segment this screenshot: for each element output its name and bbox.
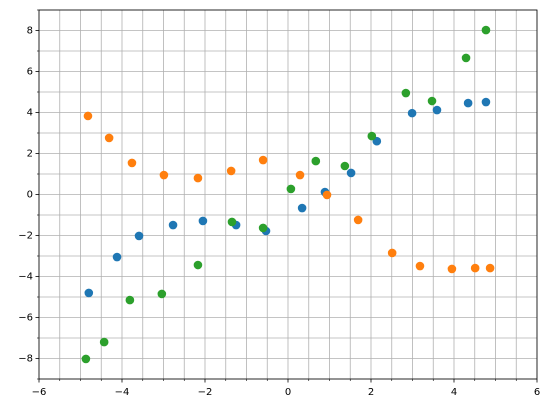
point [125, 295, 135, 305]
point [295, 170, 305, 180]
point [159, 170, 169, 180]
point [112, 252, 122, 262]
x-tick-label: −6 [32, 387, 47, 398]
point [481, 25, 491, 35]
point [481, 97, 491, 107]
point [193, 260, 203, 270]
point [226, 166, 236, 176]
y-tick-label: 4 [27, 108, 33, 119]
point [387, 248, 397, 258]
y-tick-label: −2 [18, 231, 33, 242]
point [322, 190, 332, 200]
point [157, 289, 167, 299]
point [286, 184, 296, 194]
x-tick-label: 2 [368, 387, 374, 398]
point [193, 173, 203, 183]
point [99, 337, 109, 347]
x-tick-label: −4 [115, 387, 130, 398]
y-tick-label: −6 [18, 313, 33, 324]
point [346, 168, 356, 178]
point [127, 158, 137, 168]
y-tick-label: 0 [27, 190, 33, 201]
point [485, 263, 495, 273]
point [198, 216, 208, 226]
point [340, 161, 350, 171]
y-tick-label: −4 [18, 272, 33, 283]
point [83, 111, 93, 121]
point [447, 264, 457, 274]
point [432, 105, 442, 115]
point [461, 53, 471, 63]
point [353, 215, 363, 225]
x-tick-label: 4 [451, 387, 457, 398]
point [134, 231, 144, 241]
point [297, 203, 307, 213]
point [367, 131, 377, 141]
point [470, 263, 480, 273]
point [407, 108, 417, 118]
x-tick-label: 6 [534, 387, 540, 398]
x-tick-label: −2 [198, 387, 213, 398]
y-tick-label: 8 [27, 26, 33, 37]
x-tick-label: 0 [285, 387, 291, 398]
y-tick-label: 2 [27, 149, 33, 160]
point [427, 96, 437, 106]
y-tick-label: 6 [27, 67, 33, 78]
point [415, 261, 425, 271]
point [258, 223, 268, 233]
point [84, 288, 94, 298]
point [104, 133, 114, 143]
point [81, 354, 91, 364]
point [401, 88, 411, 98]
point [227, 217, 237, 227]
plot-frame [38, 9, 538, 380]
y-tick-label: −8 [18, 354, 33, 365]
point [463, 98, 473, 108]
point [311, 156, 321, 166]
point [258, 155, 268, 165]
point [168, 220, 178, 230]
